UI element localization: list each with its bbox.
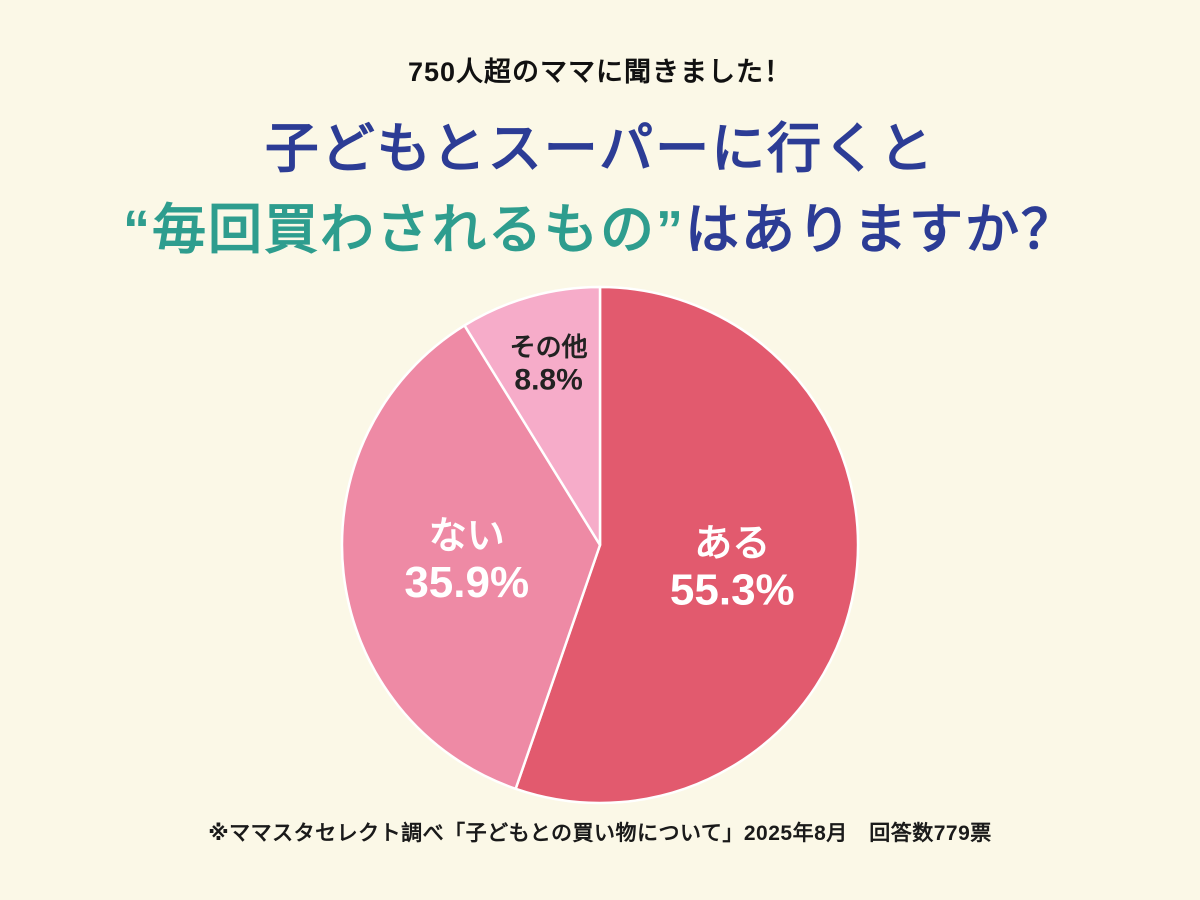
page-title: 子どもとスーパーに行くと “毎回買わされるもの”はありますか？ [123, 109, 1077, 271]
title-line1: 子どもとスーパーに行くと [264, 119, 936, 179]
title-line2-quoted: “毎回買わされるもの” [123, 200, 685, 260]
slice-value: 55.3% [670, 566, 795, 615]
title-line2: “毎回買わされるもの”はありますか？ [123, 190, 1077, 271]
pie-chart: ある 55.3% ない 35.9% その他 8.8% [330, 275, 870, 815]
slice-value: 35.9% [404, 558, 529, 607]
title-line2-rest: はありますか？ [685, 200, 1077, 260]
slice-label: ある [694, 523, 770, 565]
pie-slice-その他 [463, 285, 602, 547]
slice-label: その他 [510, 332, 588, 362]
survey-subtitle: 750人超のママに聞きました！ [407, 57, 793, 87]
slice-value: 8.8% [514, 363, 582, 396]
slice-label: ない [429, 515, 505, 557]
footnote: ※ママスタセレクト調べ「子どもとの買い物について」2025年8月 回答数779票 [208, 822, 992, 845]
